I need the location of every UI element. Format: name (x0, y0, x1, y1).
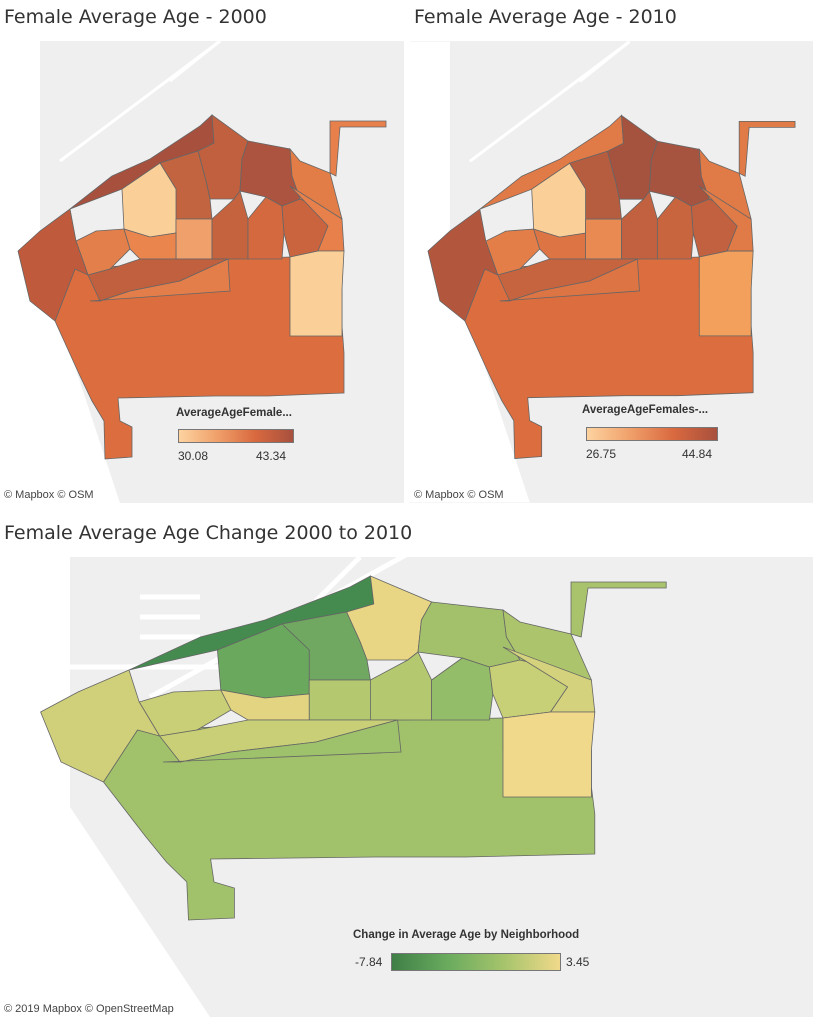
legend-min-label: -7.84 (355, 955, 383, 969)
basemap-road (578, 41, 631, 83)
legend-max-label: 44.84 (682, 447, 713, 461)
map-canvas[interactable] (410, 41, 813, 503)
legend-gradient-bar (178, 429, 294, 443)
legend-title: AverageAgeFemale... (176, 407, 292, 419)
basemap-water (410, 41, 530, 503)
map-canvas[interactable] (0, 557, 813, 1017)
legend-min-label: 30.08 (178, 449, 209, 463)
neighborhood-tall-light[interactable] (175, 218, 213, 260)
basemap-water (0, 557, 210, 1017)
legend-min-label: 26.75 (586, 447, 617, 461)
neighborhood-right-notch[interactable] (502, 711, 596, 798)
neighborhood-east-arm[interactable] (738, 120, 796, 177)
map-panel-2010[interactable]: AverageAgeFemales-... 26.75 44.84 © Mapb… (410, 41, 813, 503)
neighborhood-mid-band[interactable] (89, 258, 231, 302)
map-title-2000: Female Average Age - 2000 (4, 6, 267, 28)
map-panel-2000[interactable]: AverageAgeFemale... 30.08 43.34 © Mapbox… (0, 41, 404, 503)
neighborhood-tall-light[interactable] (308, 679, 371, 721)
neighborhood-mid-band[interactable] (162, 719, 402, 763)
neighborhood-mid-band[interactable] (499, 258, 640, 302)
legend-title: Change in Average Age by Neighborhood (353, 929, 580, 941)
neighborhood-east-arm[interactable] (329, 120, 387, 177)
map-attribution[interactable]: © 2019 Mapbox © OpenStreetMap (4, 1003, 174, 1015)
map-title-change: Female Average Age Change 2000 to 2010 (4, 522, 413, 544)
map-attribution[interactable]: © Mapbox © OSM (414, 489, 504, 501)
neighborhood-right-notch[interactable] (289, 250, 345, 337)
map-canvas[interactable] (0, 41, 404, 503)
basemap-water (0, 41, 120, 503)
legend-gradient-bar (586, 427, 718, 441)
map-panel-change[interactable]: Change in Average Age by Neighborhood -7… (0, 557, 813, 1017)
map-title-2010: Female Average Age - 2010 (414, 6, 677, 28)
neighborhood-east-arm[interactable] (570, 581, 667, 638)
basemap-road (169, 41, 221, 83)
map-attribution[interactable]: © Mapbox © OSM (4, 489, 94, 501)
legend-gradient-bar (391, 953, 561, 971)
neighborhood-right-notch[interactable] (698, 250, 754, 337)
legend-title: AverageAgeFemales-... (582, 404, 709, 416)
legend-max-label: 43.34 (256, 449, 287, 463)
legend-max-label: 3.45 (566, 955, 590, 969)
neighborhood-tall-light[interactable] (585, 218, 622, 260)
